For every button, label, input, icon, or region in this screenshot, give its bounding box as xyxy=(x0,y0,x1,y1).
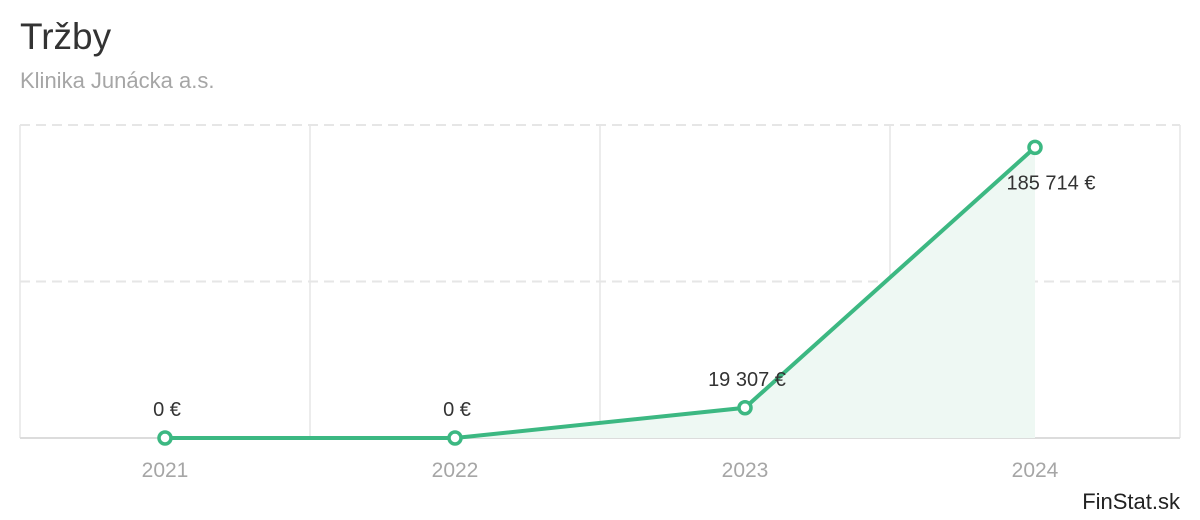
x-tick-label: 2023 xyxy=(722,459,769,482)
x-tick-label: 2022 xyxy=(432,459,479,482)
data-label: 0 € xyxy=(153,399,181,421)
data-label: 0 € xyxy=(443,399,471,421)
revenue-line xyxy=(165,145,1037,440)
data-point xyxy=(737,400,753,416)
x-tick-label: 2024 xyxy=(1012,459,1059,482)
data-point xyxy=(1027,139,1043,156)
x-tick-label: 2021 xyxy=(142,459,189,482)
data-point xyxy=(447,430,463,446)
data-label: 19 307 € xyxy=(708,369,786,391)
chart-subtitle: Klinika Junácka a.s. xyxy=(20,68,215,93)
data-point xyxy=(157,430,173,446)
data-label: 185 714 € xyxy=(1007,172,1096,194)
chart-title: Tržby xyxy=(20,16,112,57)
data-points xyxy=(157,139,1043,446)
finstat-logo[interactable]: FinStat.sk xyxy=(1082,489,1180,514)
area-fill xyxy=(165,147,1035,438)
data-labels: 0 € 0 € 19 307 € 185 714 € xyxy=(153,172,1095,421)
x-axis-ticks: 2021 2022 2023 2024 xyxy=(142,459,1059,482)
